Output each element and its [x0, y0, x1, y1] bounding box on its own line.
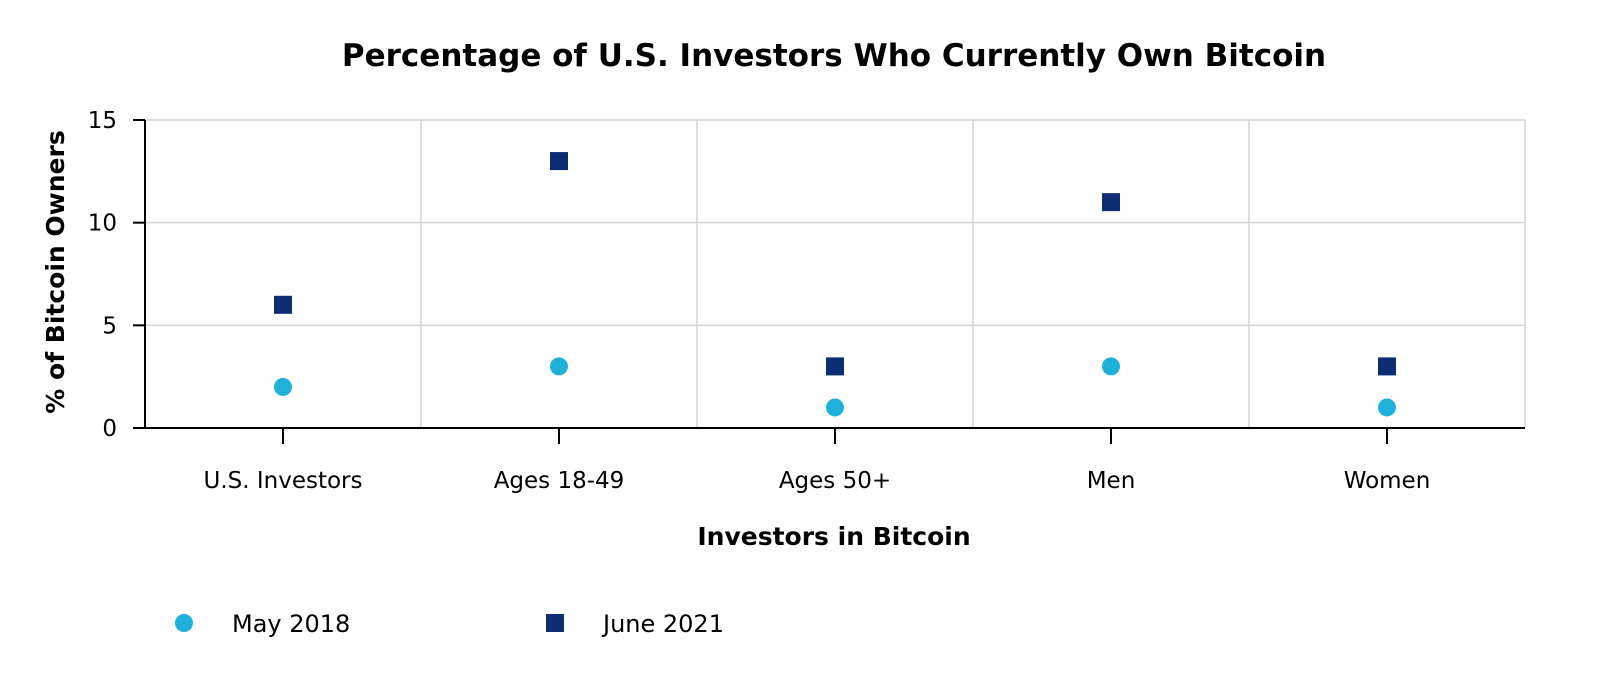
data-points	[274, 152, 1396, 417]
data-point-square	[1102, 193, 1120, 212]
data-point-circle	[550, 357, 568, 376]
data-point-circle	[826, 398, 844, 417]
x-tick-label: Ages 50+	[779, 468, 891, 494]
legend-marker-circle	[175, 614, 193, 632]
data-point-square	[1378, 357, 1396, 376]
x-tick-label: Ages 18-49	[494, 468, 625, 494]
legend: May 2018 June 2021	[175, 610, 724, 638]
x-tick-labels: U.S. Investors Ages 18-49 Ages 50+ Men Women	[203, 468, 1430, 494]
x-tick-label: Men	[1087, 468, 1136, 494]
chart-title: Percentage of U.S. Investors Who Current…	[342, 38, 1326, 74]
data-point-circle	[1102, 357, 1120, 376]
y-tick-label: 5	[102, 313, 117, 339]
x-tick-label: Women	[1344, 468, 1431, 494]
data-point-square	[274, 295, 292, 314]
legend-label: June 2021	[601, 610, 724, 638]
data-point-circle	[274, 377, 292, 396]
x-tick-label: U.S. Investors	[203, 468, 362, 494]
legend-label: May 2018	[232, 610, 350, 638]
grid	[145, 119, 1526, 428]
y-axis-title: % of Bitcoin Owners	[41, 130, 70, 413]
axes	[133, 119, 1525, 444]
data-point-square	[550, 152, 568, 171]
data-point-circle	[1378, 398, 1396, 417]
legend-marker-square	[546, 614, 564, 632]
y-tick-label: 10	[88, 211, 117, 237]
y-tick-labels: 0 5 10 15	[88, 108, 117, 442]
data-point-square	[826, 357, 844, 376]
y-tick-label: 0	[102, 416, 117, 442]
x-axis-title: Investors in Bitcoin	[697, 522, 970, 551]
y-tick-label: 15	[88, 108, 117, 134]
